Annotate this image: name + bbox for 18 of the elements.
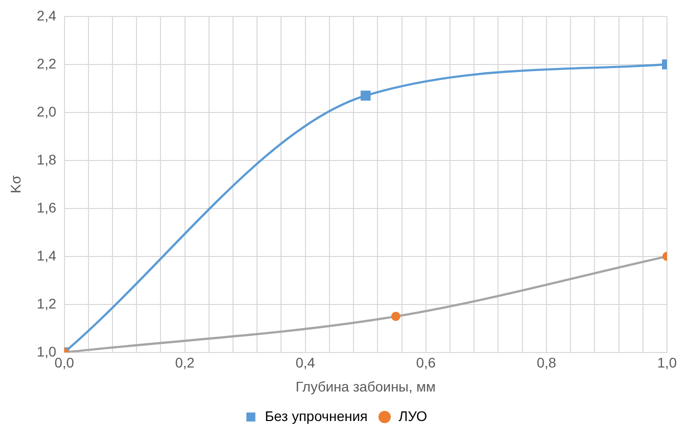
x-tick-label: 0,4 — [296, 354, 316, 371]
y-tick-label: 2,4 — [36, 7, 56, 24]
legend-label: ЛУО — [398, 408, 428, 424]
x-tick-label: 0,8 — [536, 354, 556, 371]
x-tick-label: 0,2 — [175, 354, 195, 371]
y-axis-title: Kσ — [7, 175, 24, 194]
x-tick-label: 0,6 — [416, 354, 436, 371]
y-tick-label: 1,4 — [36, 247, 56, 264]
x-axis-title: Глубина забоины, мм — [296, 378, 436, 394]
x-tick-label: 1,0 — [657, 354, 677, 371]
x-tick-label: 0,0 — [54, 354, 74, 371]
y-tick-label: 1,2 — [36, 295, 56, 312]
y-tick-label: 2,0 — [36, 103, 56, 120]
y-tick-label: 1,8 — [36, 151, 56, 168]
legend-label: Без упрочнения — [264, 408, 368, 424]
y-tick-label: 2,2 — [36, 55, 56, 72]
y-tick-label: 1,6 — [36, 199, 56, 216]
y-tick-label: 1,0 — [36, 343, 56, 360]
